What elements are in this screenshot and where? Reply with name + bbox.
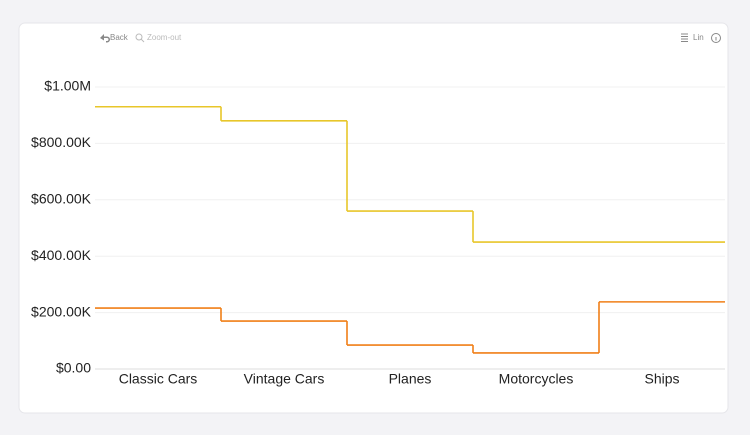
scale-button[interactable]: Lin <box>681 33 704 42</box>
zoom-icon <box>135 33 143 41</box>
y-tick-label: $0.00 <box>56 360 91 376</box>
zoom-out-label: Zoom-out <box>147 33 182 42</box>
info-icon <box>711 33 721 43</box>
scale-label: Lin <box>693 33 704 42</box>
x-tick-label: Motorcycles <box>499 371 574 387</box>
y-tick-label: $1.00M <box>44 78 91 94</box>
y-tick-label: $400.00K <box>31 247 92 263</box>
y-tick-label: $800.00K <box>31 134 92 150</box>
y-tick-label: $600.00K <box>31 191 92 207</box>
x-tick-label: Vintage Cars <box>244 371 325 387</box>
back-icon <box>100 34 110 43</box>
y-tick-label: $200.00K <box>31 303 92 319</box>
zoom-icon-handle <box>140 38 145 43</box>
x-tick-label: Planes <box>389 371 432 387</box>
card <box>18 22 729 414</box>
x-tick-label: Classic Cars <box>119 371 198 387</box>
back-button[interactable]: Back <box>100 33 129 43</box>
scale-icon <box>681 33 688 42</box>
x-tick-label: Ships <box>644 371 679 387</box>
zoom-out-button[interactable]: Zoom-out <box>135 33 182 43</box>
back-label: Back <box>110 33 129 42</box>
info-button[interactable] <box>711 33 721 43</box>
